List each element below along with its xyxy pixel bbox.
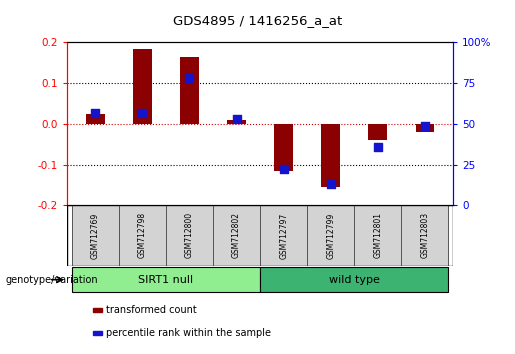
Bar bbox=[86, 114, 105, 124]
Text: GSM712801: GSM712801 bbox=[373, 212, 382, 258]
FancyBboxPatch shape bbox=[354, 205, 401, 266]
Bar bbox=[416, 124, 434, 132]
Text: GSM712803: GSM712803 bbox=[420, 212, 430, 258]
Point bbox=[280, 167, 288, 172]
FancyBboxPatch shape bbox=[307, 205, 354, 266]
Text: percentile rank within the sample: percentile rank within the sample bbox=[106, 328, 270, 338]
Point bbox=[138, 110, 146, 115]
Text: GSM712797: GSM712797 bbox=[279, 212, 288, 258]
Point bbox=[421, 123, 429, 129]
Bar bbox=[133, 48, 152, 124]
Point bbox=[91, 110, 99, 115]
Text: GDS4895 / 1416256_a_at: GDS4895 / 1416256_a_at bbox=[173, 14, 342, 27]
FancyBboxPatch shape bbox=[72, 205, 119, 266]
FancyBboxPatch shape bbox=[260, 205, 307, 266]
FancyBboxPatch shape bbox=[72, 267, 260, 292]
Point bbox=[185, 75, 194, 81]
Text: GSM712799: GSM712799 bbox=[326, 212, 335, 258]
Text: GSM712798: GSM712798 bbox=[138, 212, 147, 258]
Point bbox=[374, 144, 382, 149]
FancyBboxPatch shape bbox=[213, 205, 260, 266]
FancyBboxPatch shape bbox=[260, 267, 449, 292]
Bar bbox=[180, 57, 199, 124]
FancyBboxPatch shape bbox=[401, 205, 449, 266]
Bar bbox=[274, 124, 293, 171]
Text: GSM712802: GSM712802 bbox=[232, 212, 241, 258]
Bar bbox=[227, 120, 246, 124]
Text: genotype/variation: genotype/variation bbox=[5, 275, 98, 285]
Text: GSM712769: GSM712769 bbox=[91, 212, 100, 258]
Text: GSM712800: GSM712800 bbox=[185, 212, 194, 258]
FancyBboxPatch shape bbox=[166, 205, 213, 266]
Bar bbox=[368, 124, 387, 140]
Point bbox=[232, 116, 241, 122]
Text: SIRT1 null: SIRT1 null bbox=[139, 275, 194, 285]
Bar bbox=[321, 124, 340, 187]
Text: transformed count: transformed count bbox=[106, 305, 196, 315]
FancyBboxPatch shape bbox=[119, 205, 166, 266]
Text: wild type: wild type bbox=[329, 275, 380, 285]
Point bbox=[327, 181, 335, 187]
